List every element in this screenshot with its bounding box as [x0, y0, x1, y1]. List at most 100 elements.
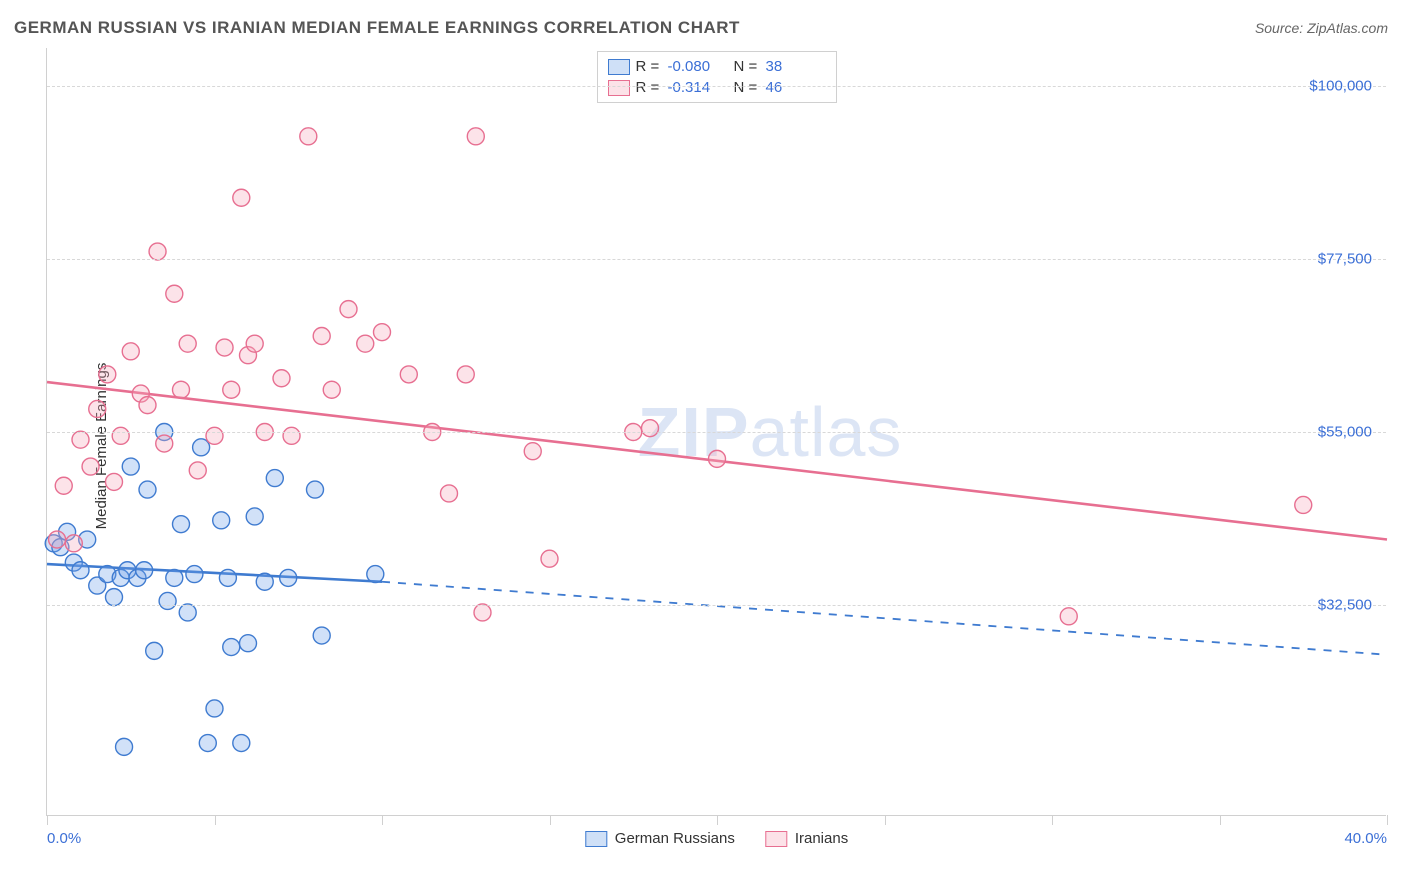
x-tick: [215, 815, 216, 825]
data-point-german_russians: [159, 592, 176, 609]
data-point-iranians: [156, 435, 173, 452]
data-point-iranians: [441, 485, 458, 502]
data-point-german_russians: [219, 569, 236, 586]
source-label: Source: ZipAtlas.com: [1255, 20, 1388, 36]
data-point-german_russians: [166, 569, 183, 586]
y-tick-label: $55,000: [1318, 424, 1372, 441]
data-point-german_russians: [146, 642, 163, 659]
grid-line: [47, 259, 1386, 260]
r-label: R =: [636, 79, 662, 96]
data-point-iranians: [283, 427, 300, 444]
data-point-iranians: [216, 339, 233, 356]
data-point-german_russians: [139, 481, 156, 498]
data-point-german_russians: [367, 566, 384, 583]
x-tick: [382, 815, 383, 825]
data-point-iranians: [709, 450, 726, 467]
data-point-iranians: [323, 381, 340, 398]
data-point-german_russians: [173, 516, 190, 533]
x-tick-label: 0.0%: [47, 830, 81, 847]
n-value: 38: [766, 58, 826, 75]
data-point-iranians: [49, 531, 66, 548]
data-point-iranians: [179, 335, 196, 352]
r-value: -0.314: [668, 79, 728, 96]
data-point-iranians: [340, 301, 357, 318]
plot-area: ZIPatlas R =-0.080N =38R =-0.314N =46 Ge…: [46, 48, 1386, 816]
data-point-german_russians: [256, 573, 273, 590]
legend-swatch: [608, 80, 630, 96]
data-point-iranians: [65, 535, 82, 552]
legend-swatch: [585, 831, 607, 847]
data-point-german_russians: [233, 735, 250, 752]
data-point-iranians: [474, 604, 491, 621]
data-point-german_russians: [106, 589, 123, 606]
legend-swatch: [765, 831, 787, 847]
data-point-german_russians: [72, 562, 89, 579]
data-point-iranians: [246, 335, 263, 352]
data-point-german_russians: [240, 635, 257, 652]
legend-label: Iranians: [795, 830, 848, 847]
data-point-iranians: [300, 128, 317, 145]
data-point-iranians: [72, 431, 89, 448]
data-point-iranians: [1295, 496, 1312, 513]
data-point-iranians: [82, 458, 99, 475]
data-point-iranians: [112, 427, 129, 444]
data-point-iranians: [273, 370, 290, 387]
data-point-iranians: [122, 343, 139, 360]
n-value: 46: [766, 79, 826, 96]
data-point-iranians: [1060, 608, 1077, 625]
legend-row-iranians: R = -0.314 N = 46: [608, 77, 826, 98]
data-point-iranians: [223, 381, 240, 398]
data-point-german_russians: [266, 470, 283, 487]
data-point-german_russians: [206, 700, 223, 717]
data-point-german_russians: [246, 508, 263, 525]
trend-line-german_russians-dashed: [382, 582, 1387, 655]
data-point-iranians: [166, 285, 183, 302]
n-label: N =: [734, 58, 760, 75]
data-point-iranians: [189, 462, 206, 479]
grid-line: [47, 605, 1386, 606]
x-tick: [717, 815, 718, 825]
data-point-german_russians: [136, 562, 153, 579]
series-legend: German Russians Iranians: [585, 830, 848, 847]
grid-line: [47, 86, 1386, 87]
data-point-iranians: [99, 366, 116, 383]
data-point-iranians: [357, 335, 374, 352]
data-point-german_russians: [313, 627, 330, 644]
chart-title: GERMAN RUSSIAN VS IRANIAN MEDIAN FEMALE …: [14, 18, 740, 38]
legend-label: German Russians: [615, 830, 735, 847]
x-tick: [550, 815, 551, 825]
data-point-iranians: [467, 128, 484, 145]
y-tick-label: $77,500: [1318, 251, 1372, 268]
y-tick-label: $32,500: [1318, 596, 1372, 613]
data-point-iranians: [139, 397, 156, 414]
data-point-iranians: [106, 473, 123, 490]
data-point-german_russians: [193, 439, 210, 456]
data-point-iranians: [173, 381, 190, 398]
data-point-iranians: [457, 366, 474, 383]
r-label: R =: [636, 58, 662, 75]
r-value: -0.080: [668, 58, 728, 75]
data-point-iranians: [149, 243, 166, 260]
x-tick: [1387, 815, 1388, 825]
data-point-german_russians: [280, 569, 297, 586]
data-point-iranians: [374, 324, 391, 341]
x-tick: [1052, 815, 1053, 825]
data-point-german_russians: [116, 738, 133, 755]
data-point-german_russians: [213, 512, 230, 529]
n-label: N =: [734, 79, 760, 96]
y-tick-label: $100,000: [1309, 78, 1372, 95]
chart-container: GERMAN RUSSIAN VS IRANIAN MEDIAN FEMALE …: [0, 0, 1406, 892]
legend-item-german_russians: German Russians: [585, 830, 735, 847]
data-point-iranians: [541, 550, 558, 567]
data-point-iranians: [313, 328, 330, 345]
x-tick: [885, 815, 886, 825]
data-point-iranians: [55, 477, 72, 494]
x-tick: [1220, 815, 1221, 825]
legend-item-iranians: Iranians: [765, 830, 848, 847]
data-point-iranians: [206, 427, 223, 444]
data-point-iranians: [400, 366, 417, 383]
x-tick: [47, 815, 48, 825]
data-point-iranians: [233, 189, 250, 206]
legend-row-german_russians: R = -0.080 N = 38: [608, 56, 826, 77]
correlation-legend: R = -0.080 N = 38 R = -0.314 N = 46: [597, 51, 837, 103]
